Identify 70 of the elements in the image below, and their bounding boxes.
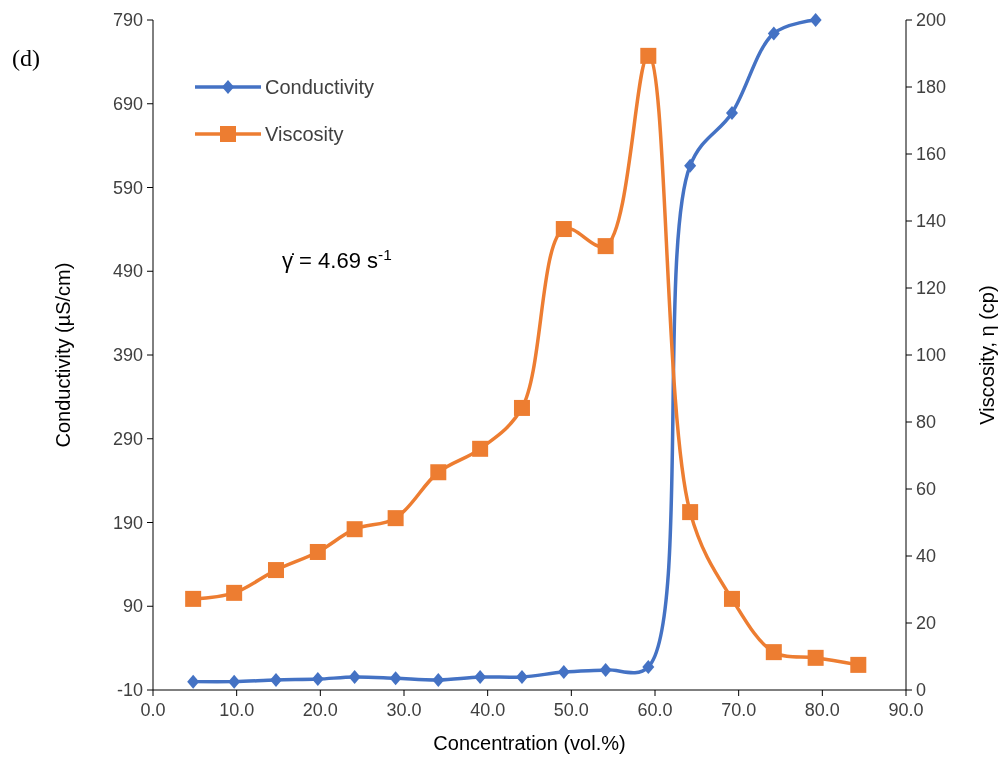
- annotation: γ̇ = 4.69 s$^{-1}$: [282, 245, 392, 273]
- legend-label: Conductivity: [265, 76, 374, 98]
- x-tick-label: 50.0: [553, 700, 589, 720]
- point: [311, 672, 324, 687]
- x-axis-title: Concentration (vol.%): [433, 732, 626, 754]
- y-tick-label: 790: [112, 10, 143, 30]
- y-tick-label: 690: [112, 93, 143, 114]
- y2-tick-label: 40: [916, 546, 937, 566]
- point: [389, 671, 402, 686]
- y-tick-label: 90: [122, 596, 143, 617]
- point: [187, 674, 200, 689]
- point: [226, 584, 243, 601]
- point: [642, 659, 655, 674]
- point: [723, 590, 740, 607]
- legend-label: Viscosity: [265, 123, 344, 145]
- point: [346, 521, 363, 538]
- x-tick-label: 40.0: [470, 700, 506, 720]
- y2-tick-label: 80: [916, 412, 937, 432]
- y-tick-label: 590: [112, 177, 143, 198]
- point: [725, 105, 738, 120]
- y2-tick-label: 60: [916, 479, 937, 499]
- y-tick-label: -10: [116, 680, 143, 700]
- text: (d): [12, 45, 40, 71]
- point: [765, 644, 782, 661]
- point: [682, 504, 699, 521]
- y-axis-title: Conductivity (µS/cm): [52, 262, 74, 448]
- x-tick-label: 10.0: [219, 700, 255, 720]
- point: [430, 464, 447, 481]
- x-tick-label: 60.0: [637, 700, 673, 720]
- point: [472, 440, 489, 457]
- x-tick-label: 30.0: [386, 700, 422, 720]
- point: [267, 562, 284, 579]
- x-tick-label: 90.0: [888, 700, 924, 720]
- point: [807, 649, 824, 666]
- y2-tick-label: 20: [916, 613, 937, 633]
- x-tick-label: 20.0: [302, 700, 338, 720]
- y2-tick-label: 140: [916, 211, 947, 231]
- y-tick-label: 490: [112, 261, 143, 282]
- x-tick-label: 80.0: [804, 700, 840, 720]
- point: [640, 47, 657, 64]
- point: [185, 590, 202, 607]
- y2-tick-label: 180: [916, 77, 947, 97]
- point: [387, 510, 404, 527]
- y2-axis-title: Viscosity, η (cp): [976, 285, 998, 425]
- point: [515, 670, 528, 685]
- point: [309, 543, 326, 560]
- point: [513, 399, 530, 416]
- y2-tick-label: 200: [916, 10, 947, 30]
- y-tick-label: 290: [112, 428, 143, 449]
- point: [809, 13, 822, 27]
- y-tick-label: 190: [112, 512, 143, 533]
- point: [767, 26, 780, 41]
- point: [269, 672, 282, 687]
- y2-tick-label: 160: [916, 144, 947, 164]
- point: [599, 662, 612, 677]
- point: [432, 672, 445, 687]
- point: [684, 158, 697, 173]
- x-tick-label: 70.0: [721, 700, 757, 720]
- y2-tick-label: 0: [916, 680, 927, 700]
- point: [597, 238, 614, 255]
- point: [557, 664, 570, 679]
- x-tick-label: 0.0: [140, 700, 166, 720]
- point: [348, 670, 361, 685]
- point: [850, 656, 867, 673]
- y2-tick-label: 100: [916, 345, 947, 365]
- point: [474, 670, 487, 685]
- y2-tick-label: 120: [916, 278, 947, 298]
- y-tick-label: 390: [112, 345, 143, 365]
- point: [555, 221, 572, 238]
- point: [228, 674, 241, 689]
